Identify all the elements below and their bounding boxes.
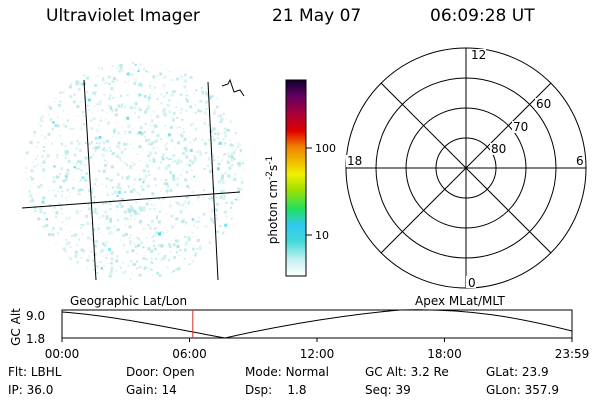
seq-label: Seq:: [365, 383, 392, 397]
flt-value: LBHL: [30, 365, 62, 379]
info-glat: GLat: 23.9: [486, 365, 549, 379]
timeline-title-geographic: Geographic Lat/Lon: [70, 294, 187, 308]
colorbar-tick-10: 10: [315, 229, 329, 242]
info-dsp: Dsp: 1.8: [245, 383, 307, 397]
info-gain: Gain: 14: [126, 383, 177, 397]
door-value: Open: [162, 365, 195, 379]
mode-label: Mode:: [245, 365, 282, 379]
info-flt: Flt: LBHL: [8, 365, 61, 379]
timeline-xtick-1800: 18:00: [427, 347, 462, 361]
info-seq: Seq: 39: [365, 383, 411, 397]
dsp-label: Dsp:: [245, 383, 273, 397]
timeline-title-apex: Apex MLat/MLT: [415, 294, 505, 308]
ip-label: IP:: [8, 383, 23, 397]
instrument-title: Ultraviolet Imager: [46, 6, 200, 26]
flt-label: Flt:: [8, 365, 27, 379]
timeline-xtick-0600: 06:00: [172, 347, 207, 361]
polar-plot: [345, 47, 587, 289]
gcalt-label: GC Alt:: [365, 365, 407, 379]
info-glon: GLon: 357.9: [486, 383, 559, 397]
timeline-xtick-2359: 23:59: [555, 347, 590, 361]
lat-label-80: 80: [491, 142, 506, 156]
glat-value: 23.9: [521, 365, 549, 379]
door-label: Door:: [126, 365, 159, 379]
timeline-plot: Geographic Lat/Lon Apex MLat/MLT 9.0 1.8…: [9, 294, 589, 361]
glat-label: GLat:: [486, 365, 519, 379]
mode-value: Normal: [285, 365, 329, 379]
glon-label: GLon:: [486, 383, 521, 397]
image-date: 21 May 07: [272, 6, 362, 26]
coastline-fragment: [221, 78, 245, 97]
gain-label: Gain:: [126, 383, 158, 397]
geographic-grid: [21, 79, 241, 281]
uv-image-disk: [21, 61, 245, 281]
timeline-axis-label: GC Alt: [9, 308, 23, 346]
dsp-value: 1.8: [287, 383, 307, 397]
timeline-ytick-9: 9.0: [26, 309, 45, 323]
seq-value: 39: [395, 383, 411, 397]
image-time: 06:09:28 UT: [430, 6, 535, 26]
ip-value: 36.0: [26, 383, 54, 397]
lat-label-70: 70: [513, 120, 528, 134]
info-door: Door: Open: [126, 365, 195, 379]
mlt-label-0: 0: [468, 276, 476, 290]
gain-value: 14: [161, 383, 177, 397]
colorbar-tick-100: 100: [315, 142, 336, 155]
glon-value: 357.9: [524, 383, 559, 397]
mlt-label-12: 12: [471, 48, 486, 62]
info-gcalt: GC Alt: 3.2 Re: [365, 365, 449, 379]
mlt-label-18: 18: [347, 154, 362, 168]
gcalt-value: 3.2 Re: [410, 365, 449, 379]
colorbar-unit-label: photon cm-2s-1: [265, 156, 280, 245]
mlt-label-6: 6: [576, 154, 584, 168]
lat-label-60: 60: [536, 97, 551, 111]
timeline-ytick-1.8: 1.8: [26, 332, 45, 346]
polar-labels: 12 0 18 6 60 70 80: [346, 48, 584, 290]
info-ip: IP: 36.0: [8, 383, 53, 397]
colorbar: 100 10 photon cm-2s-1: [265, 79, 336, 277]
timeline-xtick-0000: 00:00: [45, 347, 80, 361]
info-mode: Mode: Normal: [245, 365, 329, 379]
altitude-curve: [61, 309, 573, 339]
timeline-xtick-1200: 12:00: [300, 347, 335, 361]
